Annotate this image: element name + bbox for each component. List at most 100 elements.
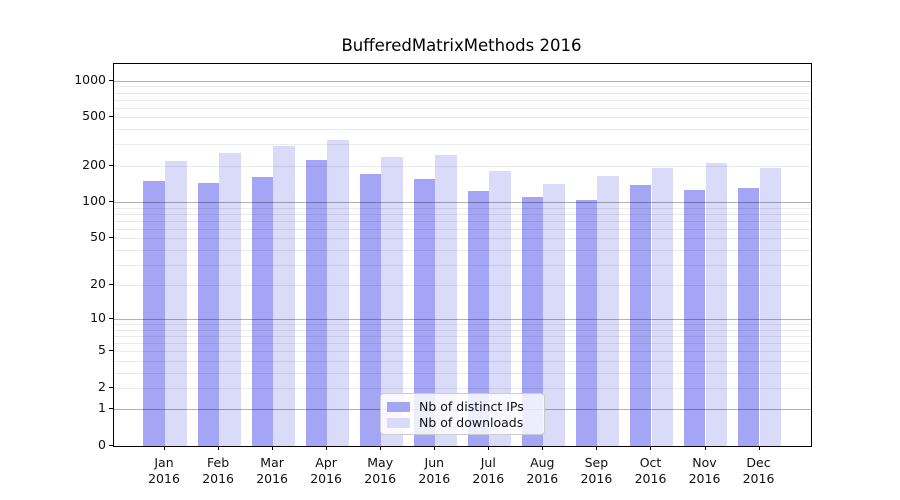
plot-area: [113, 63, 812, 447]
gridline-minor: [114, 166, 811, 167]
bar-nb-of-distinct-ips-may: [359, 173, 382, 446]
gridline-major: [114, 81, 811, 82]
bar-nb-of-downloads-jul: [489, 170, 511, 446]
gridline-minor: [114, 373, 811, 374]
gridline-minor: [114, 330, 811, 331]
gridline-major: [114, 319, 811, 320]
legend: Nb of distinct IPs Nb of downloads: [380, 393, 545, 435]
y-axis-tick: [109, 284, 113, 285]
x-axis-tick: [542, 446, 543, 450]
bar-nb-of-distinct-ips-apr: [305, 160, 328, 446]
gridline-minor: [114, 361, 811, 362]
gridline-minor: [114, 117, 811, 118]
bar-nb-of-distinct-ips-oct: [629, 185, 652, 446]
x-axis-tick-label: Sep 2016: [580, 455, 613, 486]
legend-swatch-downloads-icon: [387, 417, 410, 428]
bar-nb-of-distinct-ips-mar: [251, 177, 274, 446]
legend-entry-distinct-ips: Nb of distinct IPs: [387, 399, 536, 414]
y-axis-tick-label: 200: [82, 156, 106, 172]
x-axis-tick: [164, 446, 165, 450]
y-axis-tick-label: 2: [98, 378, 106, 394]
x-axis-tick: [326, 446, 327, 450]
bar-nb-of-distinct-ips-jun: [413, 179, 436, 446]
x-axis-tick: [380, 446, 381, 450]
x-axis-tick: [759, 446, 760, 450]
y-axis-tick: [109, 116, 113, 117]
bar-nb-of-downloads-aug: [543, 184, 565, 446]
gridline-minor: [114, 285, 811, 286]
y-axis-tick: [109, 445, 113, 446]
x-axis-tick: [705, 446, 706, 450]
y-axis-tick: [109, 201, 113, 202]
legend-entry-downloads: Nb of downloads: [387, 415, 536, 430]
x-axis-tick-label: Jul 2016: [472, 455, 505, 486]
bar-nb-of-distinct-ips-dec: [737, 187, 760, 446]
bar-nb-of-distinct-ips-nov: [683, 190, 706, 446]
bar-nb-of-downloads-oct: [651, 168, 674, 446]
x-axis-tick-label: Aug 2016: [526, 455, 559, 486]
gridline-minor: [114, 86, 811, 87]
gridline-minor: [114, 351, 811, 352]
y-axis-tick: [109, 80, 113, 81]
y-axis-tick-label: 0: [98, 437, 106, 452]
bar-nb-of-distinct-ips-sep: [575, 199, 598, 446]
x-axis-tick-label: Feb 2016: [202, 455, 234, 486]
bar-nb-of-downloads-dec: [759, 168, 782, 446]
gridline-minor: [114, 129, 811, 130]
gridline-minor: [114, 93, 811, 94]
x-axis-tick-label: Jun 2016: [418, 455, 451, 486]
gridline-minor: [114, 108, 811, 109]
gridline-minor: [114, 144, 811, 145]
legend-swatch-distinct-ips-icon: [387, 401, 410, 412]
bar-nb-of-distinct-ips-jan: [143, 180, 165, 446]
y-axis-tick-label: 5: [98, 342, 106, 358]
x-axis-tick-label: Nov 2016: [688, 455, 721, 486]
gridline-minor: [114, 336, 811, 337]
gridline-minor: [114, 229, 811, 230]
gridline-minor: [114, 238, 811, 239]
y-axis-tick-label: 50: [90, 229, 106, 245]
bar-nb-of-downloads-jun: [435, 155, 457, 446]
x-axis-tick: [488, 446, 489, 450]
y-axis-tick: [109, 318, 113, 319]
bar-nb-of-downloads-mar: [273, 146, 295, 446]
bar-nb-of-downloads-sep: [597, 175, 619, 446]
x-axis-tick-label: Jan 2016: [148, 455, 180, 486]
y-axis-tick-label: 500: [82, 108, 106, 124]
gridline-major: [114, 202, 811, 203]
y-axis-tick: [109, 350, 113, 351]
y-axis-tick-label: 10: [90, 310, 106, 326]
y-axis-tick-label: 100: [82, 193, 106, 209]
gridline-minor: [114, 388, 811, 389]
x-axis-tick-label: Oct 2016: [634, 455, 667, 486]
gridline-minor: [114, 100, 811, 101]
y-axis-tick: [109, 408, 113, 409]
gridline-minor: [114, 265, 811, 266]
bar-nb-of-distinct-ips-jul: [467, 190, 490, 446]
x-axis-tick-label: Apr 2016: [310, 455, 342, 486]
gridline-minor: [114, 221, 811, 222]
gridline-minor: [114, 214, 811, 215]
y-axis-tick: [109, 387, 113, 388]
bar-nb-of-downloads-may: [381, 156, 403, 446]
bar-nb-of-downloads-feb: [219, 152, 241, 446]
x-axis-tick: [650, 446, 651, 450]
y-axis-tick-label: 1: [98, 400, 106, 416]
x-axis-tick: [596, 446, 597, 450]
gridline-minor: [114, 324, 811, 325]
x-axis-tick: [272, 446, 273, 450]
y-axis-tick-label: 1000: [74, 71, 106, 87]
bar-nb-of-distinct-ips-feb: [197, 182, 220, 446]
x-axis-tick-label: Mar 2016: [256, 455, 288, 486]
bar-nb-of-downloads-nov: [705, 163, 728, 446]
x-axis-tick-label: May 2016: [364, 455, 397, 486]
chart-title: BufferedMatrixMethods 2016: [341, 36, 582, 55]
legend-label-distinct-ips: Nb of distinct IPs: [419, 399, 524, 414]
x-axis-tick: [434, 446, 435, 450]
x-axis-tick: [218, 446, 219, 450]
gridline-minor: [114, 250, 811, 251]
bar-nb-of-downloads-apr: [327, 140, 349, 446]
y-axis-tick-label: 20: [90, 276, 106, 292]
gridline-minor: [114, 343, 811, 344]
